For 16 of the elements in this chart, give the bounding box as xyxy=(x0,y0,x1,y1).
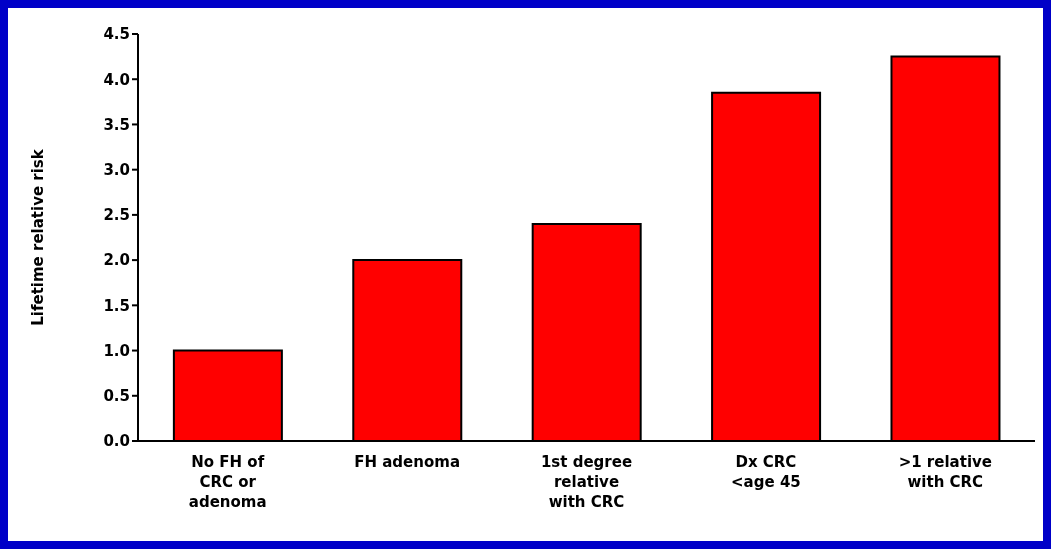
y-axis-title: Lifetime relative risk xyxy=(29,148,48,326)
x-tick-label: >1 relative with CRC xyxy=(898,453,992,491)
x-tick-label: FH adenoma xyxy=(354,453,460,471)
y-tick-label: 4.5 xyxy=(103,25,130,44)
y-tick-label: 2.5 xyxy=(103,206,130,225)
x-tick-label: Dx CRC <age 45 xyxy=(731,453,801,491)
x-tick-label: 1st degree relative with CRC xyxy=(540,453,633,511)
y-tick-label: 4.0 xyxy=(103,70,130,89)
y-tick-label: 3.5 xyxy=(103,115,130,134)
y-tick-label: 1.5 xyxy=(103,296,130,315)
y-tick-label: 1.0 xyxy=(103,341,130,360)
x-tick-label: No FH of CRC or adenoma xyxy=(188,453,267,511)
y-tick-label: 0.0 xyxy=(103,432,130,451)
y-tick-label: 3.0 xyxy=(103,160,130,179)
y-tick-label: 0.5 xyxy=(103,387,130,406)
y-tick-label: 2.0 xyxy=(103,251,130,270)
